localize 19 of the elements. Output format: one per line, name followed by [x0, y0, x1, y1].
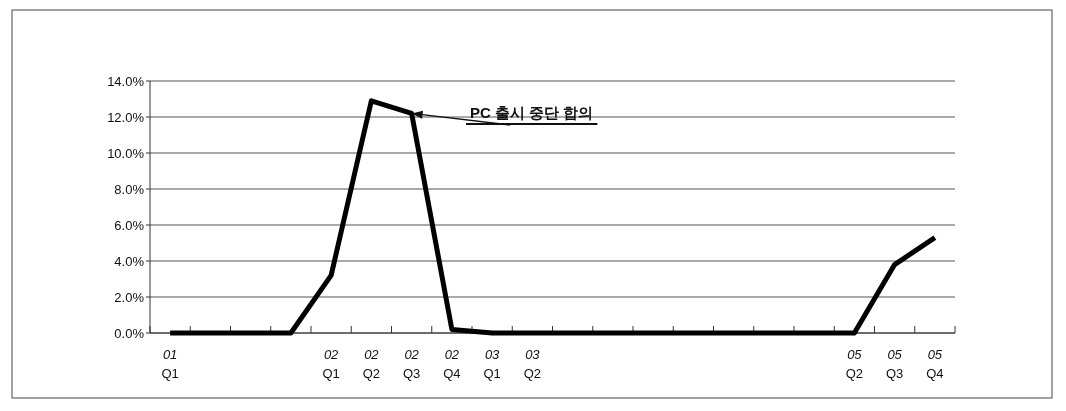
x-tick-label: 03 Q2: [523, 347, 542, 381]
x-tick-label: 02 Q2: [362, 347, 381, 381]
x-tick-label: 02 Q3: [402, 347, 421, 381]
y-tick-label: 8.0%: [114, 182, 145, 197]
x-tick-label: 02 Q1: [322, 347, 340, 381]
y-tick-label: 6.0%: [114, 218, 145, 233]
y-tick-label: 14.0%: [107, 74, 145, 89]
y-tick-label: 12.0%: [107, 110, 145, 125]
x-tick-label: 03 Q1: [483, 347, 501, 381]
x-tick-label: 02 Q4: [443, 347, 461, 381]
x-tick-label: 05 Q3: [885, 347, 904, 381]
y-tick-label: 10.0%: [107, 146, 145, 161]
x-tick-label: 05 Q4: [926, 347, 944, 381]
y-tick-label: 0.0%: [114, 326, 145, 341]
x-tick-label: 05 Q2: [845, 347, 864, 381]
y-tick-label: 2.0%: [114, 290, 145, 305]
y-tick-label: 4.0%: [114, 254, 145, 269]
annotation: PC 출시 중단 합의: [470, 104, 594, 121]
x-tick-label: 01 Q1: [161, 347, 179, 381]
